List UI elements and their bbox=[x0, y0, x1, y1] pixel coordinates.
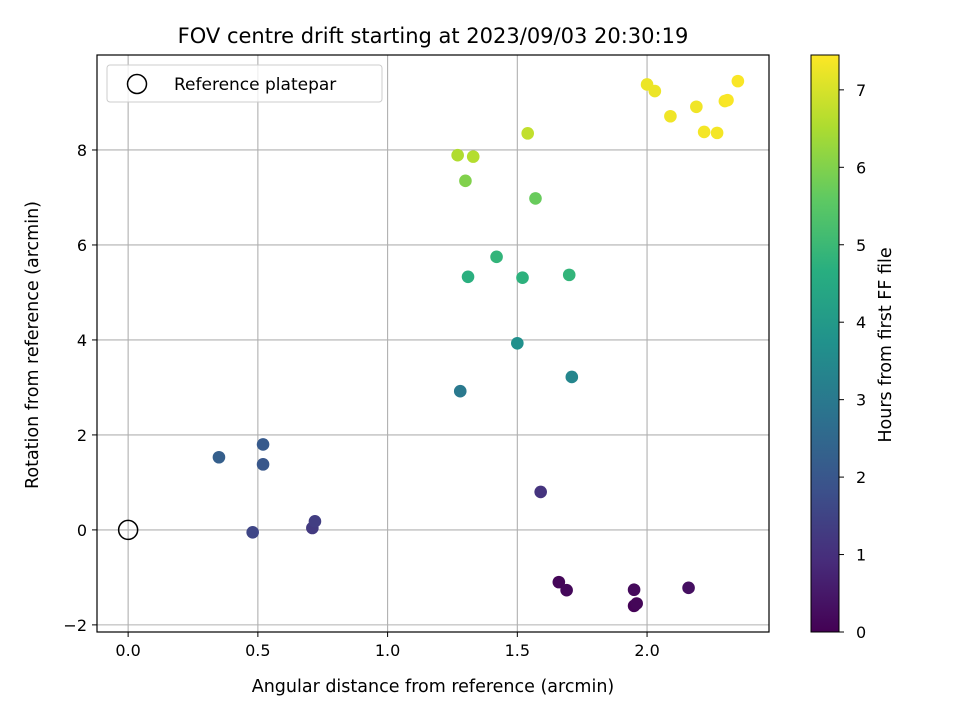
data-point bbox=[212, 450, 226, 464]
colorbar-gradient bbox=[810, 54, 840, 633]
data-point bbox=[630, 597, 643, 610]
x-tick-label: 1.5 bbox=[505, 641, 530, 660]
y-tick-label: 6 bbox=[77, 236, 87, 255]
colorbar-label: Hours from first FF file bbox=[876, 247, 896, 442]
x-axis-ticks: 0.0 0.5 1.0 1.5 2.0 bbox=[115, 632, 660, 660]
chart-title: FOV centre drift starting at 2023/09/03 … bbox=[178, 24, 689, 48]
y-tick-label: 2 bbox=[77, 426, 87, 445]
data-point bbox=[710, 126, 724, 140]
colorbar-tick-label: 0 bbox=[856, 623, 866, 642]
colorbar-tick-label: 2 bbox=[856, 468, 866, 487]
data-point bbox=[627, 583, 641, 597]
data-point bbox=[648, 84, 662, 98]
colorbar-tick-label: 3 bbox=[856, 391, 866, 410]
colorbar-tick-label: 7 bbox=[856, 81, 866, 100]
data-point bbox=[664, 109, 677, 123]
data-point bbox=[562, 268, 576, 282]
x-tick-label: 1.0 bbox=[375, 641, 400, 660]
legend: Reference platepar bbox=[106, 64, 383, 103]
colorbar-tick-label: 6 bbox=[856, 158, 866, 177]
x-tick-label: 2.0 bbox=[634, 641, 659, 660]
data-point bbox=[451, 148, 464, 162]
y-tick-label: 0 bbox=[77, 521, 87, 540]
data-point bbox=[256, 458, 270, 471]
x-tick-label: 0.0 bbox=[115, 641, 140, 660]
colorbar-tick-label: 4 bbox=[856, 313, 866, 332]
data-point bbox=[453, 384, 467, 398]
data-point bbox=[552, 575, 566, 589]
data-point bbox=[731, 74, 745, 88]
data-point bbox=[721, 93, 734, 107]
data-point bbox=[466, 150, 480, 163]
y-tick-label: −2 bbox=[63, 616, 87, 635]
y-axis-label: Rotation from reference (arcmin) bbox=[23, 201, 43, 489]
data-point bbox=[490, 250, 503, 264]
data-point bbox=[534, 485, 547, 499]
reference-platepar-marker bbox=[117, 519, 139, 541]
data-points bbox=[117, 74, 745, 613]
data-point bbox=[529, 192, 542, 205]
legend-box bbox=[106, 64, 383, 103]
colorbar-ticks: 0 1 2 3 4 5 6 7 bbox=[839, 81, 866, 642]
data-point bbox=[682, 581, 695, 595]
data-point bbox=[516, 271, 529, 285]
data-point bbox=[308, 515, 322, 528]
y-tick-label: 8 bbox=[77, 141, 87, 160]
data-point bbox=[246, 525, 259, 539]
y-tick-label: 4 bbox=[77, 331, 87, 350]
x-tick-label: 0.5 bbox=[245, 641, 270, 660]
data-point bbox=[560, 583, 573, 597]
legend-reference-marker bbox=[126, 73, 148, 95]
legend-label: Reference platepar bbox=[174, 75, 336, 95]
data-point bbox=[565, 370, 579, 384]
y-axis-ticks: −2 0 2 4 6 8 bbox=[63, 141, 97, 635]
data-point bbox=[511, 336, 524, 350]
data-point bbox=[697, 125, 711, 139]
colorbar-tick-label: 1 bbox=[856, 546, 866, 565]
data-point bbox=[459, 174, 472, 188]
data-point bbox=[521, 127, 535, 140]
grid-lines bbox=[97, 55, 769, 632]
data-point bbox=[461, 270, 475, 284]
colorbar: 0 1 2 3 4 5 6 7 Hours from first FF file bbox=[810, 54, 896, 642]
data-point bbox=[690, 100, 703, 114]
plot-frame bbox=[96, 54, 770, 633]
data-point bbox=[256, 438, 270, 451]
x-axis-label: Angular distance from reference (arcmin) bbox=[252, 677, 615, 697]
colorbar-tick-label: 5 bbox=[856, 236, 866, 255]
